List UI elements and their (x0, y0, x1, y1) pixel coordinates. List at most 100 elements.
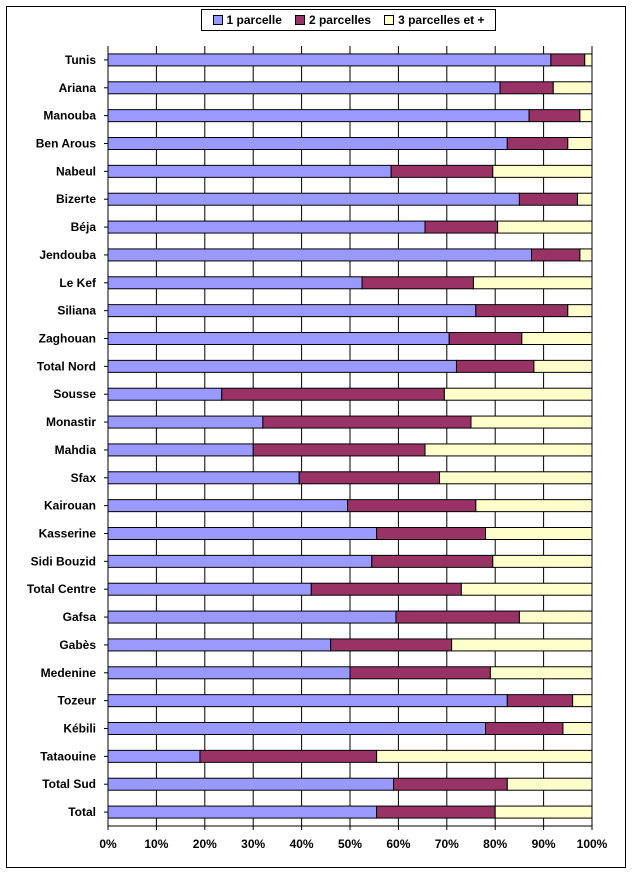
bar-segment (424, 443, 593, 457)
bar-segment (567, 137, 593, 150)
bar-segment (107, 582, 312, 596)
legend-swatch-3 (384, 15, 395, 25)
category-label: Tozeur (58, 694, 97, 708)
bar-segment (424, 220, 499, 234)
category-label: Total Centre (27, 582, 96, 596)
bar-segment (310, 582, 462, 596)
bar-segment (499, 81, 554, 95)
bar-segment (107, 471, 300, 485)
bar-segment (107, 276, 363, 290)
bar-segment (107, 694, 508, 708)
bar-segment (107, 109, 530, 123)
legend-swatch-1 (212, 15, 223, 25)
category-label: Bizerte (56, 192, 96, 206)
bar-segment (506, 137, 569, 150)
bar-segment (506, 694, 574, 708)
bar-segment (376, 805, 496, 819)
bar-segment (107, 248, 532, 262)
bar-segment (330, 638, 453, 652)
bar-segment (107, 387, 223, 401)
bar-segment (349, 666, 491, 680)
bar-segment (494, 805, 593, 819)
bar-segment (451, 638, 593, 652)
bar-segment (506, 777, 593, 791)
x-tick-label: 40% (290, 837, 314, 851)
legend-label-1: 1 parcelle (226, 13, 282, 27)
category-label: Ariana (59, 81, 97, 95)
bar-segment (107, 359, 457, 373)
bar-segment (107, 499, 349, 513)
bar-segment (107, 443, 254, 457)
category-label: Sousse (53, 387, 96, 401)
bar-segment (390, 164, 494, 178)
category-label: Béja (71, 220, 97, 234)
bar-segment (107, 81, 501, 95)
x-tick-label: 70% (435, 837, 459, 851)
bar-segment (472, 276, 593, 290)
bar-segment (107, 332, 450, 345)
category-label: Zaghouan (39, 332, 96, 346)
bar-segment (107, 53, 552, 67)
category-label: Le Kef (59, 276, 97, 290)
bar-segment (107, 527, 378, 540)
x-tick-label: 90% (532, 837, 556, 851)
bar-segment (485, 527, 593, 540)
bar-segment (567, 304, 593, 318)
legend-item-3: 3 parcelles et + (384, 13, 484, 27)
bar-segment (533, 359, 593, 373)
legend-label-2: 2 parcelles (308, 13, 372, 27)
bar-segment (199, 749, 378, 763)
bar-segment (584, 53, 593, 67)
bar-segment (376, 749, 593, 763)
bar-segment (492, 554, 593, 568)
bar-segment (455, 359, 535, 373)
bar-segment (107, 164, 392, 178)
category-label: Monastir (46, 415, 96, 429)
bar-segment (518, 610, 593, 624)
bar-segment (470, 415, 593, 429)
x-tick-label: 20% (193, 837, 217, 851)
category-label: Kairouan (44, 499, 96, 513)
x-tick-label: 30% (241, 837, 265, 851)
category-label: Ben Arous (36, 137, 97, 151)
category-label: Kébili (63, 722, 96, 736)
bar-segment (448, 332, 523, 345)
bar-segment (485, 722, 564, 735)
bar-segment (371, 554, 494, 568)
bar-segment (475, 499, 593, 513)
bar-segment (531, 248, 581, 262)
category-label: Kasserine (39, 527, 97, 541)
bar-segment (518, 192, 578, 206)
bar-segment (521, 332, 593, 345)
bar-segment (460, 582, 593, 596)
x-tick-label: 10% (144, 837, 168, 851)
category-label: Tataouine (40, 749, 96, 763)
bar-segment (550, 53, 586, 67)
category-label: Mahdia (55, 443, 97, 457)
bar-segment (579, 109, 593, 123)
bar-segment (107, 137, 508, 150)
chart-legend: 1 parcelle 2 parcelles 3 parcelles et + (201, 9, 496, 31)
bar-segment (107, 610, 397, 624)
bar-segment (443, 387, 593, 401)
bar-segment (576, 192, 593, 206)
x-tick-label: 50% (338, 837, 362, 851)
bar-segment (361, 276, 474, 290)
category-label: Total Nord (37, 359, 96, 373)
bar-segment (395, 610, 520, 624)
x-tick-label: 80% (483, 837, 507, 851)
bar-segment (475, 304, 569, 318)
bar-segment (107, 220, 426, 234)
bar-segment (107, 805, 378, 819)
legend-item-1: 1 parcelle (212, 13, 282, 27)
category-label: Medenine (41, 666, 97, 680)
x-tick-label: 60% (386, 837, 410, 851)
legend-label-3: 3 parcelles et + (398, 13, 485, 27)
bar-segment (572, 694, 593, 708)
bar-segment (107, 554, 373, 568)
bar-segment (107, 722, 487, 735)
category-label: Jendouba (39, 248, 96, 262)
bar-segment (221, 387, 445, 401)
category-label: Sidi Bouzid (31, 554, 96, 568)
